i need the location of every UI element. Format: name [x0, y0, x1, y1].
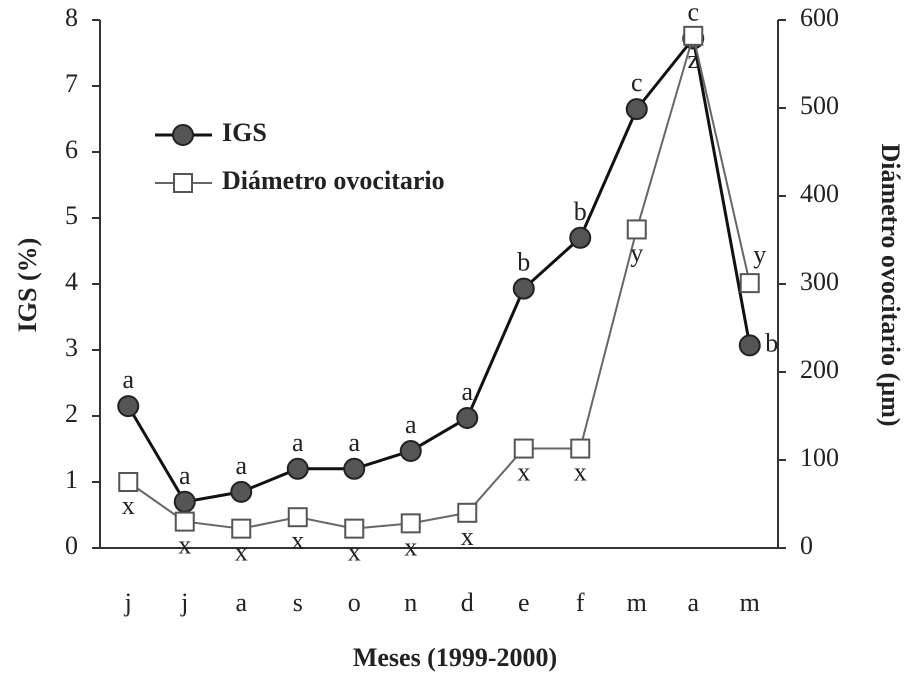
point-label: x: [461, 522, 474, 551]
x-tick-label: j: [180, 588, 188, 617]
data-point: [399, 439, 422, 462]
data-point: [344, 518, 365, 539]
data-point: [738, 334, 761, 357]
y-tick-label: 3: [65, 333, 78, 362]
point-label: x: [574, 458, 587, 487]
x-tick-label: m: [740, 588, 760, 617]
y-tick-label: 6: [65, 135, 78, 164]
point-label: b: [765, 328, 778, 357]
point-label: x: [235, 538, 248, 567]
data-point: [117, 395, 140, 418]
point-label: x: [122, 491, 135, 520]
y2-tick-label: 500: [800, 91, 839, 120]
y-axis-title: IGS (%): [13, 238, 42, 333]
data-point: [513, 438, 534, 459]
data-point: [625, 98, 648, 121]
legend-label: IGS: [222, 118, 267, 147]
point-label: a: [461, 377, 473, 406]
point-label: x: [291, 526, 304, 555]
series-line: [126, 34, 752, 504]
legend-marker: [172, 124, 194, 146]
x-tick-label: d: [461, 588, 474, 617]
point-label: y: [753, 240, 766, 269]
y2-tick-label: 100: [800, 443, 839, 472]
point-label: x: [404, 532, 417, 561]
data-point: [231, 518, 252, 539]
point-label: x: [517, 458, 530, 487]
point-label: a: [235, 451, 247, 480]
point-label: a: [292, 428, 304, 457]
y-tick-label: 1: [65, 465, 78, 494]
data-point: [512, 277, 535, 300]
data-point: [173, 490, 196, 513]
x-axis-title: Meses (1999-2000): [353, 643, 557, 672]
point-label: b: [574, 197, 587, 226]
data-point: [400, 513, 421, 534]
data-point: [739, 273, 760, 294]
data-point: [230, 480, 253, 503]
y-tick-label: 7: [65, 69, 78, 98]
point-label: c: [687, 0, 699, 26]
data-point: [569, 226, 592, 249]
y2-tick-label: 200: [800, 355, 839, 384]
y2-tick-label: 300: [800, 267, 839, 296]
data-point: [287, 507, 308, 528]
point-label: a: [348, 428, 360, 457]
point-label: z: [687, 45, 699, 74]
x-tick-label: m: [627, 588, 647, 617]
data-point: [174, 511, 195, 532]
x-tick-label: f: [576, 588, 585, 617]
x-tick-label: s: [293, 588, 303, 617]
data-point: [570, 438, 591, 459]
y2-tick-label: 400: [800, 179, 839, 208]
data-point: [683, 25, 704, 46]
x-tick-label: j: [124, 588, 132, 617]
x-tick-label: n: [404, 588, 417, 617]
data-point: [286, 457, 309, 480]
legend-marker: [173, 173, 193, 193]
x-tick-label: a: [687, 588, 699, 617]
data-point: [118, 472, 139, 492]
x-tick-label: o: [348, 588, 361, 617]
point-label: a: [122, 365, 134, 394]
point-label: a: [405, 410, 417, 439]
point-label: y: [630, 238, 643, 267]
data-point: [343, 457, 366, 480]
x-tick-label: e: [518, 588, 530, 617]
legend-label: Diámetro ovocitario: [222, 166, 445, 195]
data-point: [457, 502, 478, 523]
y-tick-label: 5: [65, 201, 78, 230]
y2-tick-label: 0: [800, 531, 813, 560]
point-label: b: [517, 248, 530, 277]
data-point: [626, 219, 647, 240]
y-tick-label: 2: [65, 399, 78, 428]
y2-axis-title: Diámetro ovocitario (µm): [876, 143, 905, 426]
y-tick-label: 0: [65, 531, 78, 560]
series-line: [127, 31, 751, 530]
y2-tick-label: 600: [800, 3, 839, 32]
data-point: [456, 406, 479, 429]
point-label: x: [178, 531, 191, 560]
x-tick-label: a: [235, 588, 247, 617]
point-label: c: [631, 68, 643, 97]
y-tick-label: 4: [65, 267, 78, 296]
y-tick-label: 8: [65, 3, 78, 32]
point-label: x: [348, 538, 361, 567]
point-label: a: [179, 461, 191, 490]
